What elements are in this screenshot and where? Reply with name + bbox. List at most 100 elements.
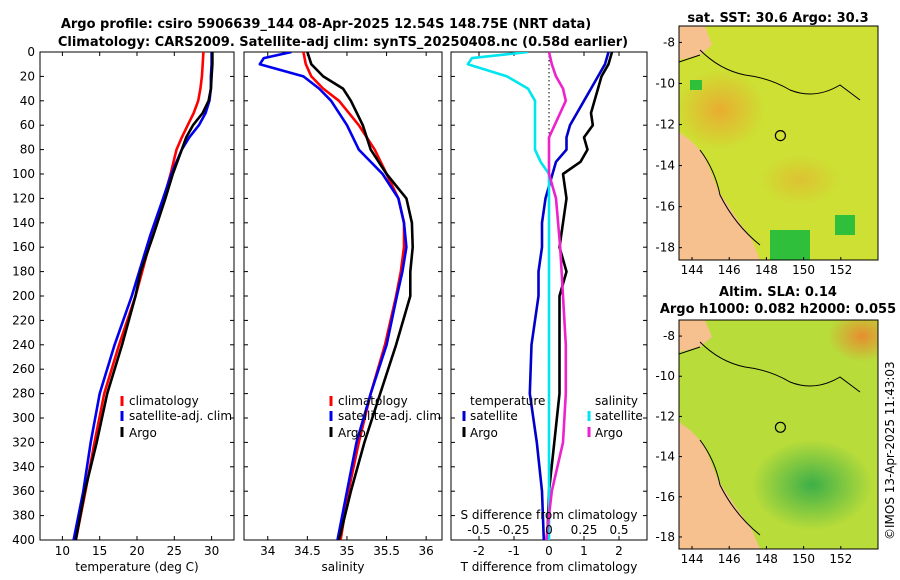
map-lon-label: 150 bbox=[792, 263, 815, 277]
difference-line-t-argo bbox=[546, 52, 614, 540]
temperature-x-axis: 10 15 20 25 30 bbox=[55, 52, 219, 558]
temperature-panel: 0 20 40 60 80 100 120 140 160 180 200 220 240 260 280 3… bbox=[12, 45, 235, 574]
map-lat-label: -10 bbox=[655, 76, 675, 90]
imos-credit: ©IMOS 13-Apr-2025 11:43:03 bbox=[883, 361, 897, 540]
difference-line-s-argo bbox=[544, 52, 568, 540]
depth-tick-label: 320 bbox=[12, 435, 35, 449]
depth-tick-label: 180 bbox=[12, 265, 35, 279]
sla-map-title-line1: Altim. SLA: 0.14 bbox=[719, 285, 837, 300]
x-tick-label: 30 bbox=[204, 544, 219, 558]
map-lat-label: -18 bbox=[655, 530, 675, 544]
sla-high-patch bbox=[828, 320, 878, 362]
figure-title-line2: Climatology: CARS2009. Satellite-adj cli… bbox=[58, 35, 628, 50]
x-tick-label: 36 bbox=[419, 544, 434, 558]
map-lon-label: 152 bbox=[829, 263, 852, 277]
salinity-panel: 34 34.5 35 35.5 36 salinity climatology sate… bbox=[243, 51, 443, 574]
depth-tick-label: 200 bbox=[12, 289, 35, 303]
map-lon-label: 148 bbox=[755, 552, 778, 566]
map-lon-label: 152 bbox=[829, 552, 852, 566]
map-lat-label: -12 bbox=[655, 409, 675, 423]
legend-label-argo: Argo bbox=[338, 426, 366, 440]
s-difference-tick-label: 0.25 bbox=[571, 523, 598, 537]
depth-tick-label: 100 bbox=[12, 167, 35, 181]
legend-title-salinity: salinity bbox=[595, 394, 638, 408]
map-lon-label: 150 bbox=[792, 552, 815, 566]
legend-label-t-argo: Argo bbox=[470, 426, 498, 440]
map-lat-label: -14 bbox=[655, 159, 675, 173]
map-lon-label: 148 bbox=[755, 263, 778, 277]
map-lat-label: -18 bbox=[655, 241, 675, 255]
difference-depth-ticks bbox=[451, 51, 647, 541]
x-tick-label: 34.5 bbox=[294, 544, 321, 558]
depth-tick-label: 140 bbox=[12, 216, 35, 230]
map-lat-label: -16 bbox=[655, 200, 675, 214]
sst-coastline bbox=[679, 49, 861, 246]
legend-label-s-argo: Argo bbox=[595, 426, 623, 440]
sst-map-title: sat. SST: 30.6 Argo: 30.3 bbox=[687, 11, 868, 26]
map-lat-label: -16 bbox=[655, 490, 675, 504]
map-lon-label: 144 bbox=[681, 552, 704, 566]
x-tick-label: 35 bbox=[339, 544, 354, 558]
depth-tick-label: 160 bbox=[12, 240, 35, 254]
temperature-axes-frame bbox=[39, 51, 235, 541]
depth-tick-label: 80 bbox=[20, 143, 35, 157]
map-lon-label: 144 bbox=[681, 263, 704, 277]
legend-label-s-satellite: satellite bbox=[595, 409, 643, 423]
difference-line-t-satellite bbox=[528, 52, 610, 540]
legend-label-satellite: satellite-adj. clim bbox=[338, 409, 441, 423]
x-tick-label: 1 bbox=[580, 544, 588, 558]
salinity-xlabel: salinity bbox=[321, 560, 364, 574]
difference-legend: temperature salinity satellite Argo sate… bbox=[462, 394, 643, 440]
legend-label-climatology: climatology bbox=[129, 394, 199, 408]
depth-tick-label: 120 bbox=[12, 191, 35, 205]
sla-map-title-line2: Argo h1000: 0.082 h2000: 0.055 bbox=[660, 302, 896, 317]
depth-tick-label: 240 bbox=[12, 338, 35, 352]
sla-argo-marker bbox=[774, 421, 787, 433]
x-tick-label: 2 bbox=[615, 544, 623, 558]
legend-title-temperature: temperature bbox=[470, 394, 545, 408]
sst-argo-marker bbox=[774, 130, 787, 142]
legend-label-climatology: climatology bbox=[338, 394, 408, 408]
depth-tick-label: 360 bbox=[12, 484, 35, 498]
sla-coastline bbox=[679, 341, 861, 536]
temperature-xlabel: temperature (deg C) bbox=[75, 560, 198, 574]
map-lat-label: -10 bbox=[655, 369, 675, 383]
x-tick-label: -1 bbox=[508, 544, 520, 558]
s-difference-label: S difference from climatology bbox=[461, 508, 638, 522]
temperature-legend: climatology satellite-adj. clim Argo bbox=[120, 394, 232, 440]
depth-tick-label: 20 bbox=[20, 69, 35, 83]
s-difference-tick-label: 0 bbox=[545, 523, 553, 537]
depth-tick-label: 280 bbox=[12, 387, 35, 401]
salinity-depth-ticks bbox=[244, 51, 442, 541]
x-tick-label: 15 bbox=[92, 544, 107, 558]
salinity-x-axis: 34 34.5 35 35.5 36 bbox=[260, 52, 434, 558]
sst-map-panel: sat. SST: 30.6 Argo: 30.3 144 146 148 150 15… bbox=[655, 11, 879, 277]
x-tick-label: 20 bbox=[129, 544, 144, 558]
depth-tick-label: 260 bbox=[12, 362, 35, 376]
t-difference-xlabel: T difference from climatology bbox=[460, 560, 638, 574]
sst-warm-patch-2 bbox=[760, 155, 840, 205]
salinity-line-satellite-adj-clim bbox=[258, 52, 408, 540]
sla-map-panel: Altim. SLA: 0.14 Argo h1000: 0.082 h2000… bbox=[655, 285, 896, 566]
salinity-legend: climatology satellite-adj. clim Argo bbox=[329, 394, 441, 440]
x-tick-label: -2 bbox=[473, 544, 485, 558]
depth-axis: 0 20 40 60 80 100 120 140 160 180 200 220 240 260 280 3… bbox=[12, 45, 234, 547]
s-difference-tick-label: -0.5 bbox=[467, 523, 490, 537]
x-tick-label: 10 bbox=[55, 544, 70, 558]
temperature-line-argo bbox=[74, 52, 214, 540]
map-lat-label: -8 bbox=[663, 35, 675, 49]
depth-tick-label: 40 bbox=[20, 94, 35, 108]
s-difference-tick-label: -0.25 bbox=[498, 523, 529, 537]
depth-tick-label: 340 bbox=[12, 460, 35, 474]
difference-panel: -2 -1 0 1 2 S difference from climatology -0… bbox=[450, 51, 648, 574]
depth-tick-label: 220 bbox=[12, 313, 35, 327]
figure-title-line1: Argo profile: csiro 5906639_144 08-Apr-2… bbox=[61, 17, 591, 32]
sst-warm-patch bbox=[679, 70, 765, 150]
salinity-line-argo bbox=[306, 52, 415, 540]
x-tick-label: 25 bbox=[167, 544, 182, 558]
sla-low-patch bbox=[752, 440, 872, 530]
depth-tick-label: 380 bbox=[12, 509, 35, 523]
depth-tick-label: 60 bbox=[20, 118, 35, 132]
x-tick-label: 35.5 bbox=[373, 544, 400, 558]
